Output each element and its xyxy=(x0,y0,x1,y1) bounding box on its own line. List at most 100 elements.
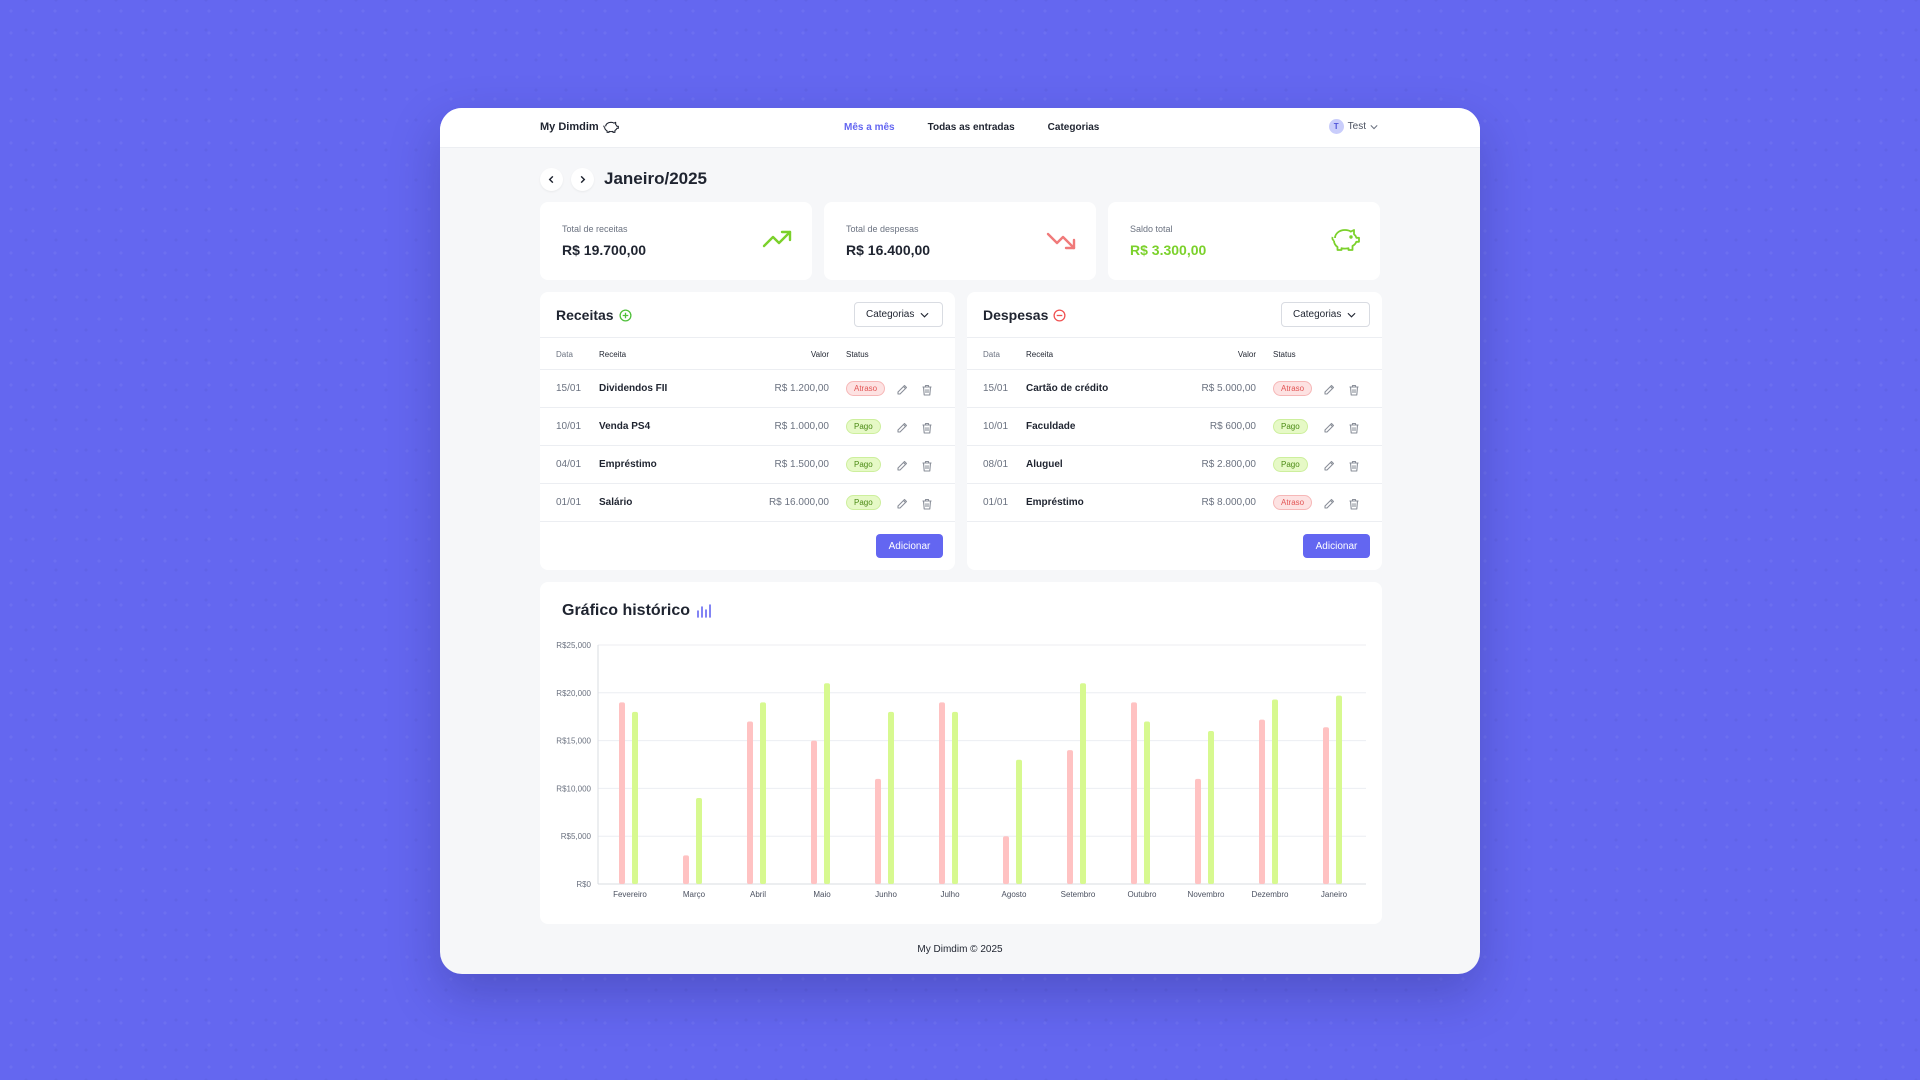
row-date: 08/01 xyxy=(983,459,1009,470)
chart-bar xyxy=(1144,721,1150,884)
edit-icon[interactable] xyxy=(1322,421,1336,435)
chart-bar xyxy=(1080,683,1086,884)
edit-icon[interactable] xyxy=(895,383,909,397)
status-badge: Pago xyxy=(1273,419,1308,434)
row-date: 04/01 xyxy=(556,459,582,470)
edit-icon[interactable] xyxy=(895,497,909,511)
row-name: Dividendos FII xyxy=(599,383,668,394)
expense-value: R$ 16.400,00 xyxy=(846,242,931,258)
chart-bar xyxy=(811,740,817,884)
status-badge: Atraso xyxy=(1273,495,1313,510)
nav-month-by-month[interactable]: Mês a mês xyxy=(844,122,895,133)
income-category-select[interactable]: Categorias xyxy=(854,302,943,327)
add-income-button[interactable]: Adicionar xyxy=(876,534,943,558)
expense-card: Total de despesas R$ 16.400,00 xyxy=(824,202,1096,280)
row-name: Empréstimo xyxy=(599,459,657,470)
plus-circle-icon[interactable] xyxy=(619,308,632,322)
trash-icon[interactable] xyxy=(920,459,934,473)
expense-panel: Despesas Categorias Data Receita Valor S… xyxy=(967,292,1382,570)
expense-label: Total de despesas xyxy=(846,224,919,234)
piggy-bank-icon xyxy=(1331,229,1360,251)
edit-icon[interactable] xyxy=(1322,497,1336,511)
table-row: 15/01 Cartão de crédito R$ 5.000,00 Atraso xyxy=(967,370,1382,408)
table-header: Data Receita Valor Status xyxy=(540,338,955,370)
y-tick-label: R$25,000 xyxy=(556,641,591,650)
trending-up-icon xyxy=(762,230,792,248)
footer: My Dimdim © 2025 xyxy=(917,944,1003,955)
chart-title: Gráfico histórico xyxy=(562,602,712,620)
row-date: 15/01 xyxy=(983,383,1009,394)
user-menu[interactable]: T Test xyxy=(1328,119,1378,134)
chart-bar xyxy=(824,683,830,884)
row-value: R$ 8.000,00 xyxy=(1201,497,1257,508)
chevron-down-icon xyxy=(920,312,929,318)
trash-icon[interactable] xyxy=(920,383,934,397)
brand[interactable]: My Dimdim xyxy=(540,120,619,134)
chart-bar xyxy=(632,711,638,884)
income-label: Total de receitas xyxy=(562,224,628,234)
next-month-button[interactable] xyxy=(571,167,594,191)
trash-icon[interactable] xyxy=(920,421,934,435)
period-title: Janeiro/2025 xyxy=(604,169,708,188)
row-name: Salário xyxy=(599,497,633,508)
nav-all-entries[interactable]: Todas as entradas xyxy=(927,122,1015,133)
period-selector: Janeiro/2025 xyxy=(540,166,1382,192)
prev-month-button[interactable] xyxy=(540,167,563,191)
y-tick-label: R$10,000 xyxy=(556,784,591,793)
user-name: Test xyxy=(1347,121,1366,132)
y-tick-label: R$20,000 xyxy=(556,689,591,698)
x-tick-label: Abril xyxy=(750,890,766,899)
x-tick-label: Agosto xyxy=(1002,890,1027,899)
history-bar-chart: R$0 R$5,000 R$10,000 R$15,000 R$20,000 R$25,0… xyxy=(556,641,1366,899)
row-date: 01/01 xyxy=(983,497,1009,508)
col-status[interactable]: Status xyxy=(846,350,869,359)
chart-bar xyxy=(1323,727,1329,884)
chart-bar xyxy=(1195,778,1201,884)
col-value[interactable]: Valor xyxy=(1237,350,1256,359)
minus-circle-icon[interactable] xyxy=(1053,308,1066,322)
x-tick-label: Junho xyxy=(875,890,897,899)
col-value[interactable]: Valor xyxy=(810,350,829,359)
status-badge: Atraso xyxy=(1273,381,1313,396)
edit-icon[interactable] xyxy=(895,459,909,473)
chevron-right-icon xyxy=(580,175,586,183)
edit-icon[interactable] xyxy=(1322,459,1336,473)
row-name: Aluguel xyxy=(1026,459,1063,470)
row-value: R$ 1.200,00 xyxy=(774,383,830,394)
balance-value: R$ 3.300,00 xyxy=(1130,242,1207,258)
row-name: Venda PS4 xyxy=(599,421,651,432)
trash-icon[interactable] xyxy=(1347,459,1361,473)
chart-bar xyxy=(760,702,766,884)
row-value: R$ 2.800,00 xyxy=(1201,459,1257,470)
x-tick-label: Julho xyxy=(940,890,960,899)
trash-icon[interactable] xyxy=(920,497,934,511)
x-tick-label: Março xyxy=(683,890,706,899)
col-status[interactable]: Status xyxy=(1273,350,1296,359)
col-date[interactable]: Data xyxy=(556,350,573,359)
add-expense-button[interactable]: Adicionar xyxy=(1303,534,1370,558)
edit-icon[interactable] xyxy=(895,421,909,435)
x-tick-label: Setembro xyxy=(1061,890,1096,899)
x-tick-label: Outubro xyxy=(1128,890,1157,899)
bar-chart-icon xyxy=(697,604,711,618)
nav-categories[interactable]: Categorias xyxy=(1047,122,1100,133)
balance-label: Saldo total xyxy=(1130,224,1173,234)
col-name[interactable]: Receita xyxy=(599,350,627,359)
income-title: Receitas xyxy=(556,307,632,323)
row-value: R$ 1.000,00 xyxy=(774,421,830,432)
col-name[interactable]: Receita xyxy=(1026,350,1054,359)
app-window: My Dimdim Mês a mês Todas as entradas Ca… xyxy=(440,108,1480,974)
edit-icon[interactable] xyxy=(1322,383,1336,397)
trash-icon[interactable] xyxy=(1347,421,1361,435)
chart-bar xyxy=(888,711,894,884)
trash-icon[interactable] xyxy=(1347,383,1361,397)
expense-category-select[interactable]: Categorias xyxy=(1281,302,1370,327)
trash-icon[interactable] xyxy=(1347,497,1361,511)
row-date: 15/01 xyxy=(556,383,582,394)
history-chart-panel: Gráfico histórico R$0 R$5,000 R$10,000 R$15… xyxy=(540,582,1382,924)
row-name: Empréstimo xyxy=(1026,497,1084,508)
chart-bar xyxy=(1259,719,1265,884)
col-date[interactable]: Data xyxy=(983,350,1000,359)
status-badge: Pago xyxy=(846,495,881,510)
y-tick-label: R$0 xyxy=(576,880,591,889)
